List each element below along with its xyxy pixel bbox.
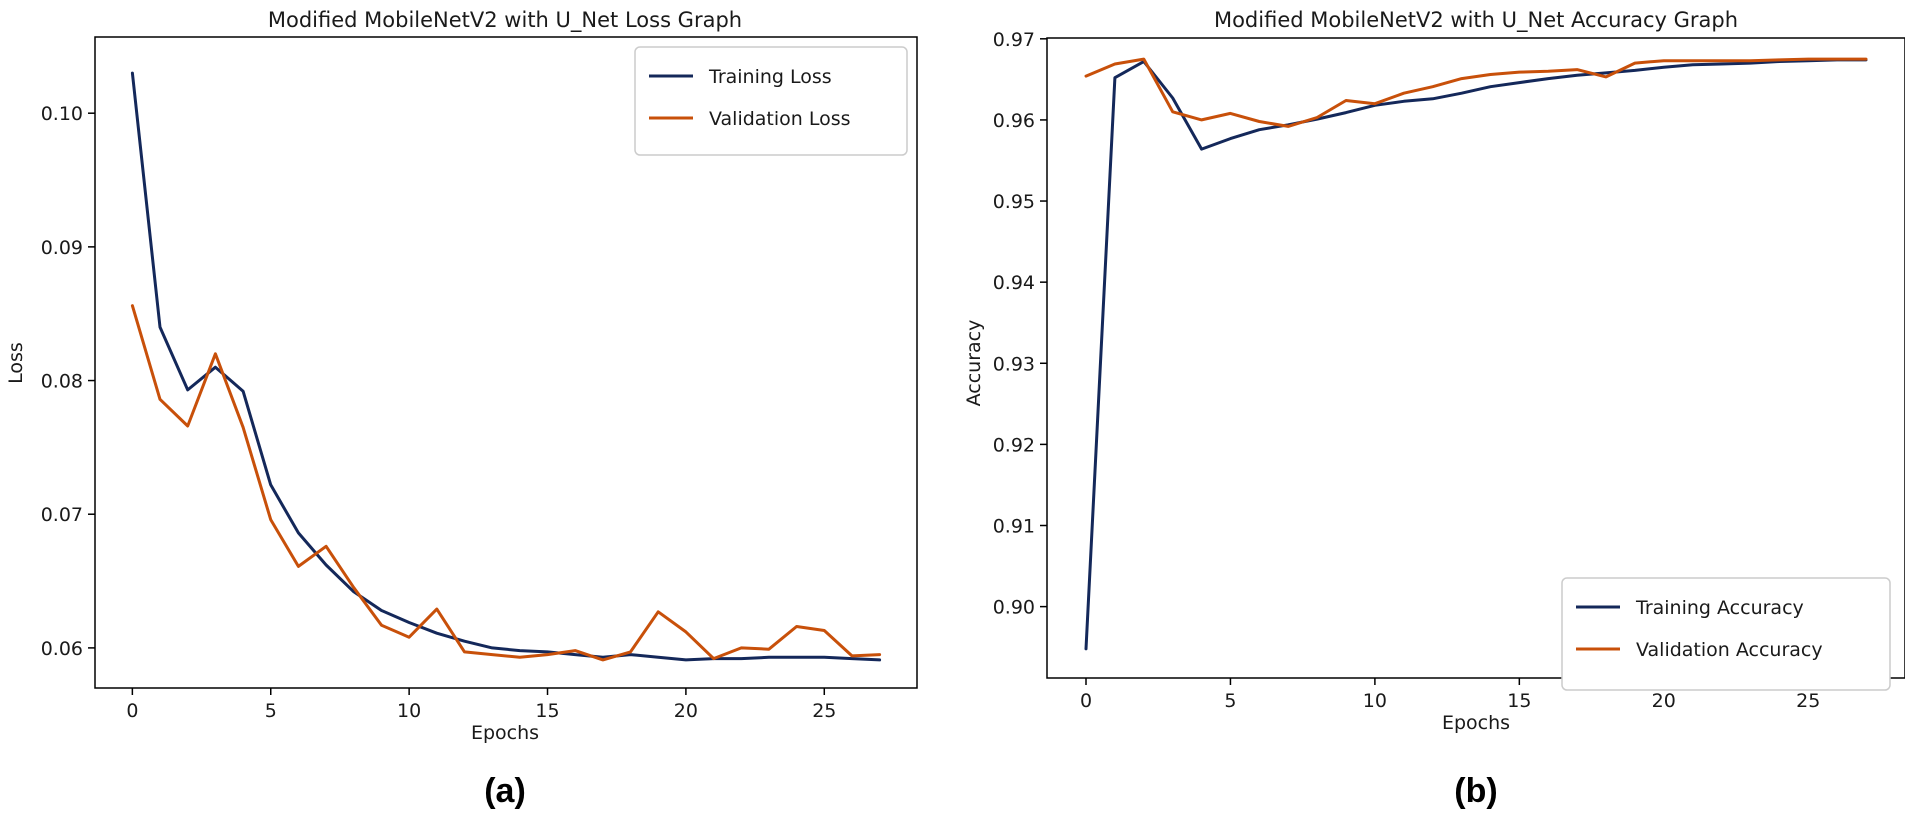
loss-y-tick-label: 0.08 [41,371,83,393]
loss-x-tick-label: 15 [535,700,559,722]
loss-x-tick-label: 0 [126,700,138,722]
accuracy-x-tick-label: 25 [1796,690,1820,712]
accuracy-y-tick-label: 0.90 [993,597,1035,619]
loss-x-tick-label: 25 [812,700,836,722]
loss-chart-title: Modified MobileNetV2 with U_Net Loss Gra… [268,8,742,33]
accuracy-panel-label: (b) [1454,772,1497,810]
accuracy-plot-frame [1046,37,1905,679]
loss-x-axis-title: Epochs [471,722,539,744]
accuracy-y-tick-label: 0.97 [993,29,1035,51]
loss-plot-area: 0 5 10 15 20 25 0.06 0.07 0.08 0.09 0.10 Training L… [41,36,918,722]
loss-plot-frame [94,36,918,689]
accuracy-x-tick-label: 20 [1652,690,1676,712]
accuracy-y-tick-label: 0.91 [993,516,1035,538]
accuracy-series-validation-line [1084,57,1868,128]
loss-y-tick-label: 0.09 [41,237,83,259]
accuracy-chart-title: Modified MobileNetV2 with U_Net Accuracy… [1214,8,1738,33]
loss-y-tick-label: 0.07 [41,504,83,526]
accuracy-x-tick-label: 0 [1080,690,1092,712]
accuracy-legend-label-validation: Validation Accuracy [1636,639,1823,661]
accuracy-legend-box [1561,577,1891,691]
loss-legend-box [634,46,908,156]
accuracy-series-training-line [1084,58,1868,651]
accuracy-legend-label-training: Training Accuracy [1635,597,1804,619]
accuracy-y-tick-label: 0.92 [993,434,1035,456]
loss-x-tick-label: 20 [674,700,698,722]
loss-y-tick-label: 0.10 [41,103,83,125]
loss-y-axis-title: Loss [5,342,27,384]
accuracy-y-tick-label: 0.93 [993,353,1035,375]
loss-x-tick-label: 5 [265,700,277,722]
accuracy-y-tick-label: 0.96 [993,110,1035,132]
accuracy-y-tick-label: 0.95 [993,191,1035,213]
accuracy-y-tick-label: 0.94 [993,272,1035,294]
loss-y-tick-label: 0.06 [41,638,83,660]
accuracy-plot-area: 0 5 10 15 20 25 0.90 0.91 0.92 0.93 0.94 0.95 0.96 0.… [993,29,1905,712]
accuracy-y-axis-title: Accuracy [963,320,985,407]
accuracy-legend: Training Accuracy Validation Accuracy [1561,577,1891,691]
accuracy-x-axis-title: Epochs [1442,712,1510,734]
accuracy-x-tick-label: 10 [1363,690,1387,712]
loss-legend-label-validation: Validation Loss [709,108,851,130]
accuracy-x-tick-label: 15 [1507,690,1531,712]
loss-chart: Modified MobileNetV2 with U_Net Loss Gra… [5,8,918,810]
loss-legend: Training Loss Validation Loss [634,46,908,156]
loss-x-tick-label: 10 [397,700,421,722]
loss-series-validation-line [130,304,882,662]
accuracy-x-tick-label: 5 [1224,690,1236,712]
loss-series-training-line [130,71,882,662]
loss-legend-label-training: Training Loss [708,66,832,88]
loss-panel-label: (a) [484,772,526,810]
accuracy-chart: Modified MobileNetV2 with U_Net Accuracy… [963,8,1905,810]
